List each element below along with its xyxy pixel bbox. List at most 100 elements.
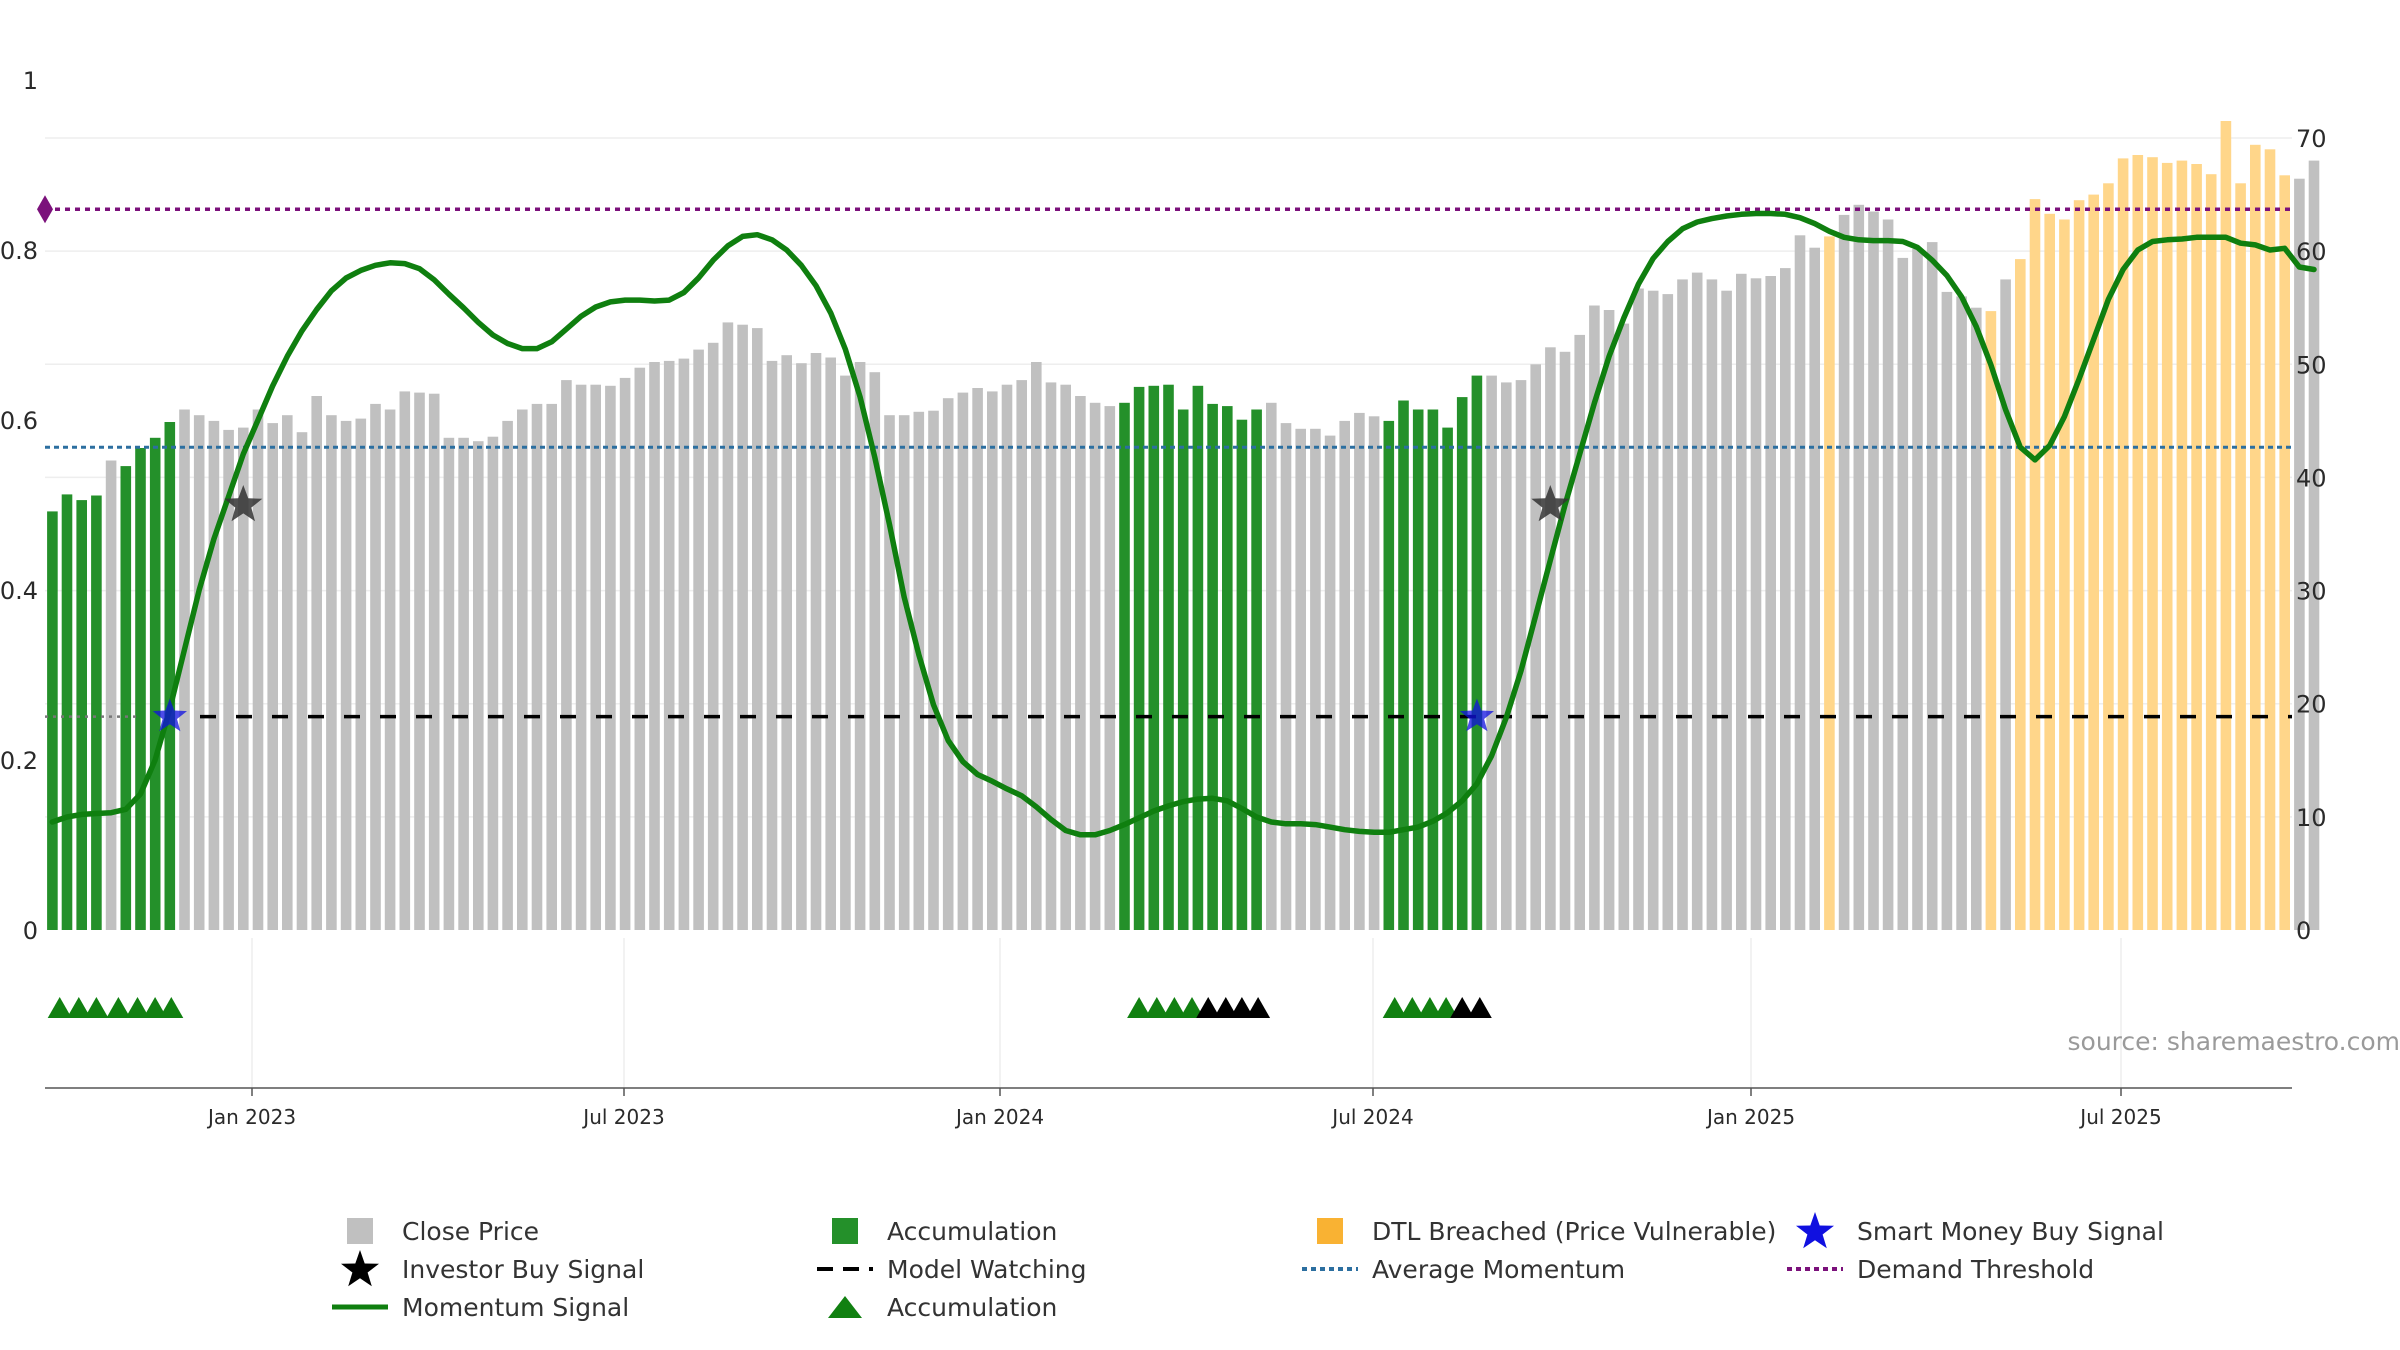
close-price-bar <box>208 420 220 930</box>
accumulation-triangle <box>1162 997 1187 1018</box>
dtl-breached-bar <box>2161 162 2173 930</box>
x-axis-ticks: Jan 2023 Jul 2023 Jan 2024 Jul 2024 Jan 2025… <box>206 1088 2162 1129</box>
accumulation-bar <box>1427 409 1439 930</box>
legend-label-investor-buy: Investor Buy Signal <box>402 1254 645 1284</box>
close-price-bar <box>766 360 778 930</box>
right-tick-label: 50 <box>2296 351 2327 379</box>
x-tick-label: Jul 2023 <box>581 1105 664 1129</box>
investor-buy-star <box>224 485 263 522</box>
legend-item-demand-threshold: Demand Threshold <box>1785 1250 2094 1288</box>
accumulation-bar <box>164 422 176 930</box>
close-price-bar <box>1545 347 1556 930</box>
accumulation-bar <box>135 448 146 930</box>
left-tick-label: 0.8 <box>0 237 38 265</box>
close-price-bar <box>1794 235 1806 931</box>
close-price-bar <box>370 403 381 930</box>
close-price-bar <box>2000 279 2011 930</box>
right-tick-label: 70 <box>2296 125 2327 153</box>
accumulation-triangle <box>1213 997 1238 1018</box>
investor-buy-star <box>1531 485 1570 522</box>
accumulation-triangle <box>1229 997 1254 1018</box>
source-label: source: sharemaestro.com <box>2068 1027 2400 1056</box>
close-price-bar <box>1706 279 1718 930</box>
dtl-swatch <box>1317 1218 1343 1244</box>
dtl-breached-bar <box>2176 160 2188 931</box>
legend-label-model-watching: Model Watching <box>887 1254 1087 1284</box>
left-tick-label: 0.2 <box>0 747 38 775</box>
dtl-breached-bar <box>2264 149 2276 931</box>
close-price-bar <box>1780 268 1791 931</box>
x-tick-label: Jul 2024 <box>1330 1105 1413 1129</box>
accumulation-triangle <box>159 997 184 1018</box>
legend-item-accumulation-marker: Accumulation <box>815 1288 1057 1326</box>
x-tick-label: Jan 2025 <box>1705 1105 1795 1129</box>
close-price-bar <box>1060 384 1071 930</box>
legend-label-accumulation-marker: Accumulation <box>887 1292 1058 1322</box>
accumulation-triangle <box>1144 997 1169 1018</box>
accumulation-triangle <box>1180 997 1204 1018</box>
close-price-bar <box>752 328 763 931</box>
close-price-bar <box>1310 428 1321 930</box>
close-price-bar <box>531 403 543 930</box>
close-price-bar <box>1868 211 1879 930</box>
left-tick-label: 0.4 <box>0 577 38 605</box>
accumulation-triangle <box>47 997 72 1018</box>
close-price-bar <box>282 415 293 930</box>
close-price-bar <box>1515 380 1527 931</box>
dtl-breached-bar <box>2015 259 2026 931</box>
legend-item-investor-buy: Investor Buy Signal <box>330 1250 644 1288</box>
close-price-bar <box>1750 278 1762 930</box>
close-price-bar <box>193 415 205 930</box>
legend-item-accumulation-bar: Accumulation <box>815 1212 1057 1250</box>
dtl-breached-bar <box>2250 144 2261 931</box>
accumulation-bar <box>1383 420 1395 930</box>
close-price-bar <box>854 362 866 930</box>
dtl-breached-bar <box>2044 213 2055 931</box>
legend-label-momentum-signal: Momentum Signal <box>402 1292 630 1322</box>
close-price-bar <box>1853 204 1865 931</box>
smart-money-star-icon <box>1796 1212 1834 1249</box>
legend-item-model-watching: Model Watching <box>815 1250 1087 1288</box>
accumulation-triangle <box>1450 997 1475 1018</box>
close-price-bar <box>781 355 792 930</box>
signal-markers <box>152 485 1570 732</box>
x-grid-lines <box>251 938 2122 1088</box>
close-price-bar <box>1559 351 1571 930</box>
close-price-bar <box>179 409 190 930</box>
close-price-bar <box>1647 290 1659 930</box>
close-price-bar <box>1104 406 1116 931</box>
dtl-breached-bar <box>2205 174 2217 930</box>
close-price-bar <box>561 380 572 931</box>
left-axis-ticks: 0 0.2 0.4 0.6 0.8 1 <box>0 67 38 945</box>
accumulation-triangle-icon <box>828 1296 862 1318</box>
accumulation-bar <box>1192 385 1204 930</box>
dtl-breached-bar <box>2279 175 2290 931</box>
accumulation-swatch <box>832 1218 858 1244</box>
accumulation-bar <box>1456 397 1468 931</box>
close-price-bar <box>605 385 616 930</box>
accumulation-bar <box>1251 409 1262 930</box>
close-price-bar <box>1882 219 1894 930</box>
dtl-breached-bar <box>2147 157 2158 930</box>
left-tick-label: 0.6 <box>0 407 38 435</box>
close-price-bar <box>707 342 719 930</box>
accumulation-triangle <box>1196 997 1221 1018</box>
accumulation-bar <box>1442 427 1453 930</box>
close-price-bar <box>473 441 484 930</box>
close-price-bar <box>2308 160 2320 931</box>
accumulation-bar <box>1207 403 1218 930</box>
right-tick-label: 60 <box>2296 238 2327 266</box>
dtl-breached-bar <box>1824 236 1835 930</box>
close-price-bar <box>517 409 528 930</box>
right-tick-label: 20 <box>2296 691 2327 719</box>
accumulation-triangle <box>1400 997 1425 1018</box>
close-price-bar <box>1574 334 1585 930</box>
close-price-bar <box>1765 276 1776 930</box>
close-price-bar <box>737 324 748 930</box>
close-price-bar <box>840 375 851 931</box>
close-price-bar <box>913 411 925 930</box>
dtl-breached-bar <box>2132 155 2144 930</box>
legend-label-demand-threshold: Demand Threshold <box>1857 1254 2095 1284</box>
accumulation-bar <box>1222 406 1233 931</box>
